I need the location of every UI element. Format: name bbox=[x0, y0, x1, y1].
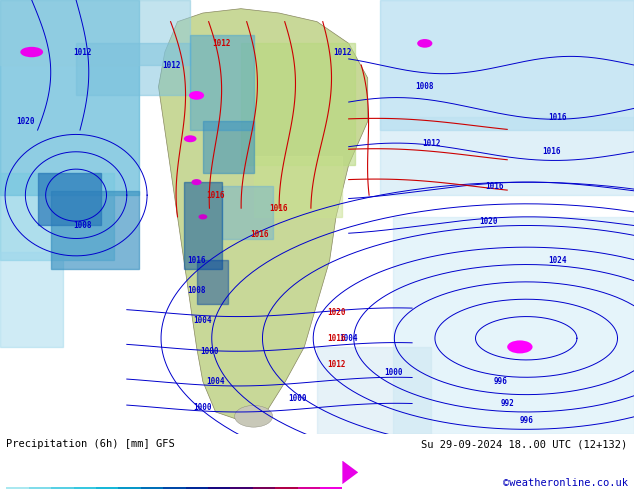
Text: 1012: 1012 bbox=[212, 39, 231, 48]
Text: 1016: 1016 bbox=[206, 191, 225, 199]
Ellipse shape bbox=[507, 341, 533, 353]
Bar bbox=[74, 487, 96, 490]
Bar bbox=[6, 487, 29, 490]
Bar bbox=[29, 487, 51, 490]
Bar bbox=[241, 44, 355, 165]
Bar bbox=[317, 347, 431, 434]
Bar bbox=[0, 173, 114, 260]
Text: 1016: 1016 bbox=[269, 204, 288, 213]
Text: 1000: 1000 bbox=[288, 394, 307, 403]
Bar bbox=[163, 487, 186, 490]
Ellipse shape bbox=[189, 91, 204, 100]
Polygon shape bbox=[158, 9, 368, 420]
Text: 1000: 1000 bbox=[193, 403, 212, 412]
Text: ©weatheronline.co.uk: ©weatheronline.co.uk bbox=[503, 478, 628, 488]
Text: 1016: 1016 bbox=[187, 256, 206, 265]
Text: 1016: 1016 bbox=[542, 147, 561, 156]
Text: 1012: 1012 bbox=[73, 48, 92, 56]
Text: 1012: 1012 bbox=[422, 139, 441, 147]
Text: 1012: 1012 bbox=[327, 360, 346, 369]
Bar bbox=[51, 191, 139, 269]
Bar bbox=[380, 117, 634, 195]
Bar bbox=[393, 217, 634, 434]
Ellipse shape bbox=[184, 135, 197, 142]
Bar bbox=[380, 0, 634, 130]
Polygon shape bbox=[342, 461, 358, 484]
Text: 1012: 1012 bbox=[333, 48, 352, 56]
Text: 1016: 1016 bbox=[327, 334, 346, 343]
Text: 996: 996 bbox=[494, 377, 508, 386]
Bar bbox=[0, 251, 63, 347]
Bar bbox=[254, 156, 342, 217]
Ellipse shape bbox=[417, 39, 432, 48]
Bar bbox=[186, 487, 208, 490]
Text: 1000: 1000 bbox=[200, 347, 219, 356]
Bar bbox=[190, 35, 254, 130]
Bar bbox=[208, 487, 230, 490]
Bar bbox=[197, 260, 228, 304]
Bar bbox=[51, 487, 74, 490]
Text: 1004: 1004 bbox=[339, 334, 358, 343]
Text: 1000: 1000 bbox=[384, 368, 403, 377]
Text: 992: 992 bbox=[500, 399, 514, 408]
Text: 1008: 1008 bbox=[73, 221, 92, 230]
Text: Su 29-09-2024 18..00 UTC (12+132): Su 29-09-2024 18..00 UTC (12+132) bbox=[422, 439, 628, 449]
Bar bbox=[0, 0, 139, 195]
Text: 1008: 1008 bbox=[415, 82, 434, 91]
Text: Precipitation (6h) [mm] GFS: Precipitation (6h) [mm] GFS bbox=[6, 439, 175, 449]
Text: 1020: 1020 bbox=[16, 117, 35, 126]
Bar bbox=[38, 173, 101, 225]
Bar bbox=[141, 487, 163, 490]
Text: 1020: 1020 bbox=[479, 217, 498, 226]
Text: 1016: 1016 bbox=[548, 113, 567, 122]
Text: 1016: 1016 bbox=[250, 230, 269, 239]
Bar bbox=[76, 44, 190, 96]
Ellipse shape bbox=[191, 179, 202, 185]
Bar bbox=[0, 0, 190, 65]
Text: 1016: 1016 bbox=[485, 182, 504, 191]
Text: 1024: 1024 bbox=[548, 256, 567, 265]
Bar bbox=[203, 122, 254, 173]
Text: 1012: 1012 bbox=[162, 61, 181, 70]
Ellipse shape bbox=[20, 47, 43, 57]
Bar bbox=[222, 187, 273, 239]
Bar bbox=[230, 487, 253, 490]
Ellipse shape bbox=[198, 214, 207, 220]
Text: 1004: 1004 bbox=[193, 317, 212, 325]
Text: 1020: 1020 bbox=[327, 308, 346, 317]
Bar bbox=[119, 487, 141, 490]
Ellipse shape bbox=[235, 405, 273, 427]
Bar bbox=[320, 487, 342, 490]
Text: 1004: 1004 bbox=[206, 377, 225, 386]
Bar bbox=[96, 487, 119, 490]
Bar bbox=[275, 487, 297, 490]
Bar bbox=[253, 487, 275, 490]
Bar bbox=[184, 182, 222, 269]
Text: 996: 996 bbox=[519, 416, 533, 425]
Text: 1008: 1008 bbox=[187, 286, 206, 295]
Bar bbox=[297, 487, 320, 490]
